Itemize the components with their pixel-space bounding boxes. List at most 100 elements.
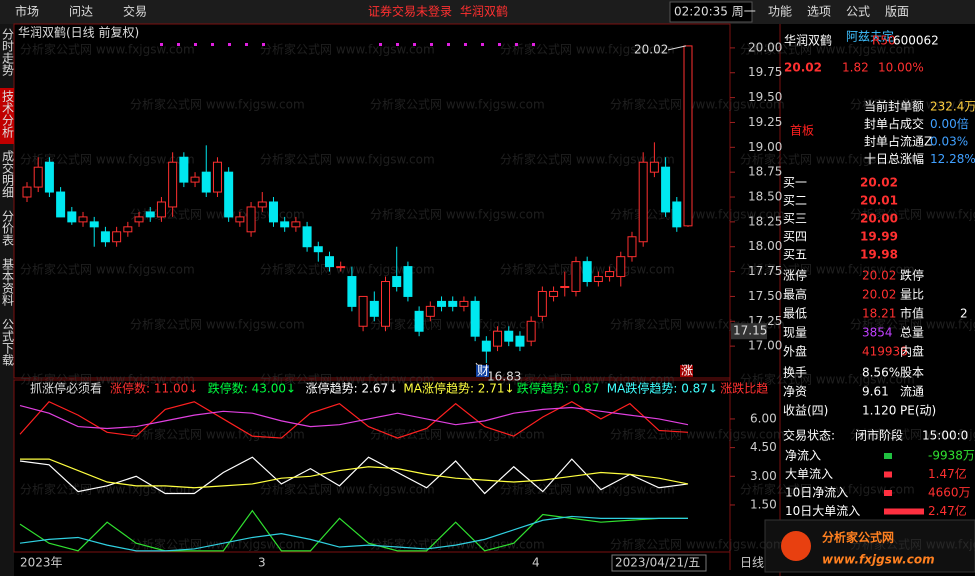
watermark: 分析家公式网 www.fxjgsw.com [500, 482, 675, 497]
candle-body [403, 266, 413, 297]
side-tab[interactable]: 技术分析 [1, 90, 15, 139]
watermark: 分析家公式网 www.fxjgsw.com [740, 152, 915, 167]
stat: 20.02 [862, 288, 896, 302]
seal-value: 0.03% [930, 135, 968, 149]
candle-body [201, 171, 211, 193]
watermark: 分析家公式网 www.fxjgsw.com [20, 42, 195, 57]
candle-body [336, 266, 346, 269]
watermark: 分析家公式网 www.fxjgsw.com [740, 372, 915, 387]
stat: 涨停 [783, 268, 807, 283]
watermark: 分析家公式网 www.fxjgsw.com [130, 97, 305, 112]
y-tick-label: 17.75 [748, 264, 782, 278]
stat: 18.21 [862, 307, 896, 321]
candle-body [324, 256, 334, 268]
signal-dot [396, 43, 399, 46]
bid-price: 19.99 [860, 230, 898, 244]
seal-label: 当前封单额 [864, 99, 924, 114]
stat: 419938 [862, 345, 908, 359]
indicator-line [19, 456, 689, 495]
info: 9.61 [862, 385, 889, 399]
watermark: 分析家公式网 www.fxjgsw.com [740, 262, 915, 277]
stat: 外盘 [783, 344, 807, 359]
stat: 2 [960, 307, 968, 321]
watermark: 分析家公式网 www.fxjgsw.com [20, 482, 195, 497]
candle-body [112, 231, 122, 243]
info: 流通 [900, 385, 924, 399]
watermark: 分析家公式网 www.fxjgsw.com [130, 207, 305, 222]
menu-item[interactable]: 交易 [123, 4, 147, 19]
change: 1.82 [842, 61, 869, 75]
bid-label: 买一 [783, 176, 807, 190]
x-axis-label: 3 [258, 556, 266, 570]
signal-dot [228, 43, 231, 46]
info: 8.56% [862, 366, 900, 380]
side-tab[interactable]: 公式下载 [1, 318, 15, 367]
watermark: 分析家公式网 www.fxjgsw.com [370, 207, 545, 222]
side-tab[interactable]: 分时走势 [1, 28, 15, 76]
seal-label: 封单占成交 [864, 116, 924, 131]
price: 20.02 [784, 61, 822, 75]
menu-item[interactable]: 问达 [69, 5, 93, 19]
high-pointer [667, 45, 687, 51]
candle-body [67, 211, 77, 223]
candle-body [22, 186, 32, 198]
menu-item[interactable]: 功能 [768, 5, 792, 19]
watermark: 分析家公式网 www.fxjgsw.com [20, 152, 195, 167]
menu-item[interactable]: 版面 [885, 5, 909, 19]
menu-item[interactable]: 市场 [15, 4, 39, 19]
seal-label: 十日总涨幅 [864, 151, 924, 166]
candle-body [268, 201, 278, 223]
bid-price: 20.01 [860, 194, 898, 208]
candle-body [537, 290, 547, 317]
side-tabs [0, 24, 14, 576]
watermark: 分析家公式网 www.fxjgsw.com [260, 482, 435, 497]
menu-item[interactable]: 公式 [846, 5, 870, 19]
tab-active [0, 88, 14, 144]
candle-body [649, 161, 659, 173]
status-label: 交易状态: [783, 428, 835, 443]
cursor-label: 17.15 [733, 324, 767, 338]
logo-name: 分析家公式网 [822, 530, 894, 545]
notice-stock: 华润双鹤 [460, 4, 508, 19]
signal-dot [464, 43, 467, 46]
candle-body [246, 206, 256, 233]
stat: 3854 [862, 326, 893, 340]
candle-body [168, 161, 178, 208]
candle-body [381, 281, 391, 327]
candle-body [425, 305, 435, 317]
side-tab[interactable]: 基本资料 [1, 258, 15, 306]
side-tab[interactable]: 分价表 [1, 210, 15, 246]
x-axis-label: 4 [532, 556, 540, 570]
signal-dot [532, 43, 535, 46]
signal-dot [430, 43, 433, 46]
watermark: 分析家公式网 www.fxjgsw.com [610, 97, 785, 112]
watermark: 分析家公式网 www.fxjgsw.com [500, 372, 675, 387]
watermark: 分析家公式网 www.fxjgsw.com [850, 207, 975, 222]
bid-price: 19.98 [860, 248, 898, 262]
stat: 量比 [900, 288, 924, 302]
stat: 20.02 [862, 269, 896, 283]
watermark: 分析家公式网 www.fxjgsw.com [130, 427, 305, 442]
watermark: 分析家公式网 www.fxjgsw.com [500, 42, 675, 57]
indicator-line [19, 404, 689, 430]
candle-body [33, 166, 43, 188]
y-tick-label: 19.75 [748, 65, 782, 79]
legend-item: 涨停数: 11.00↓ [110, 381, 198, 396]
signal-dot [481, 43, 484, 46]
candle-body [235, 216, 245, 223]
y-tick-label: 18.00 [748, 239, 782, 253]
info: 换手 [783, 366, 807, 380]
info: PE(动) [900, 404, 936, 418]
candle-body [291, 221, 301, 228]
side-tab[interactable]: 成交明细 [1, 150, 15, 198]
y-tick-label: 19.25 [748, 115, 782, 129]
flow-value: 1.47亿 [928, 466, 967, 481]
status: 闭市阶段 [855, 428, 903, 443]
menu-item[interactable]: 选项 [807, 5, 831, 19]
pct: 10.00% [878, 61, 924, 75]
watermark: 分析家公式网 www.fxjgsw.com [20, 262, 195, 277]
y-tick-label: 17.00 [748, 339, 782, 353]
candle-body [179, 156, 189, 183]
watermark: 分析家公式网 www.fxjgsw.com [740, 482, 915, 497]
candle-body [302, 226, 312, 248]
